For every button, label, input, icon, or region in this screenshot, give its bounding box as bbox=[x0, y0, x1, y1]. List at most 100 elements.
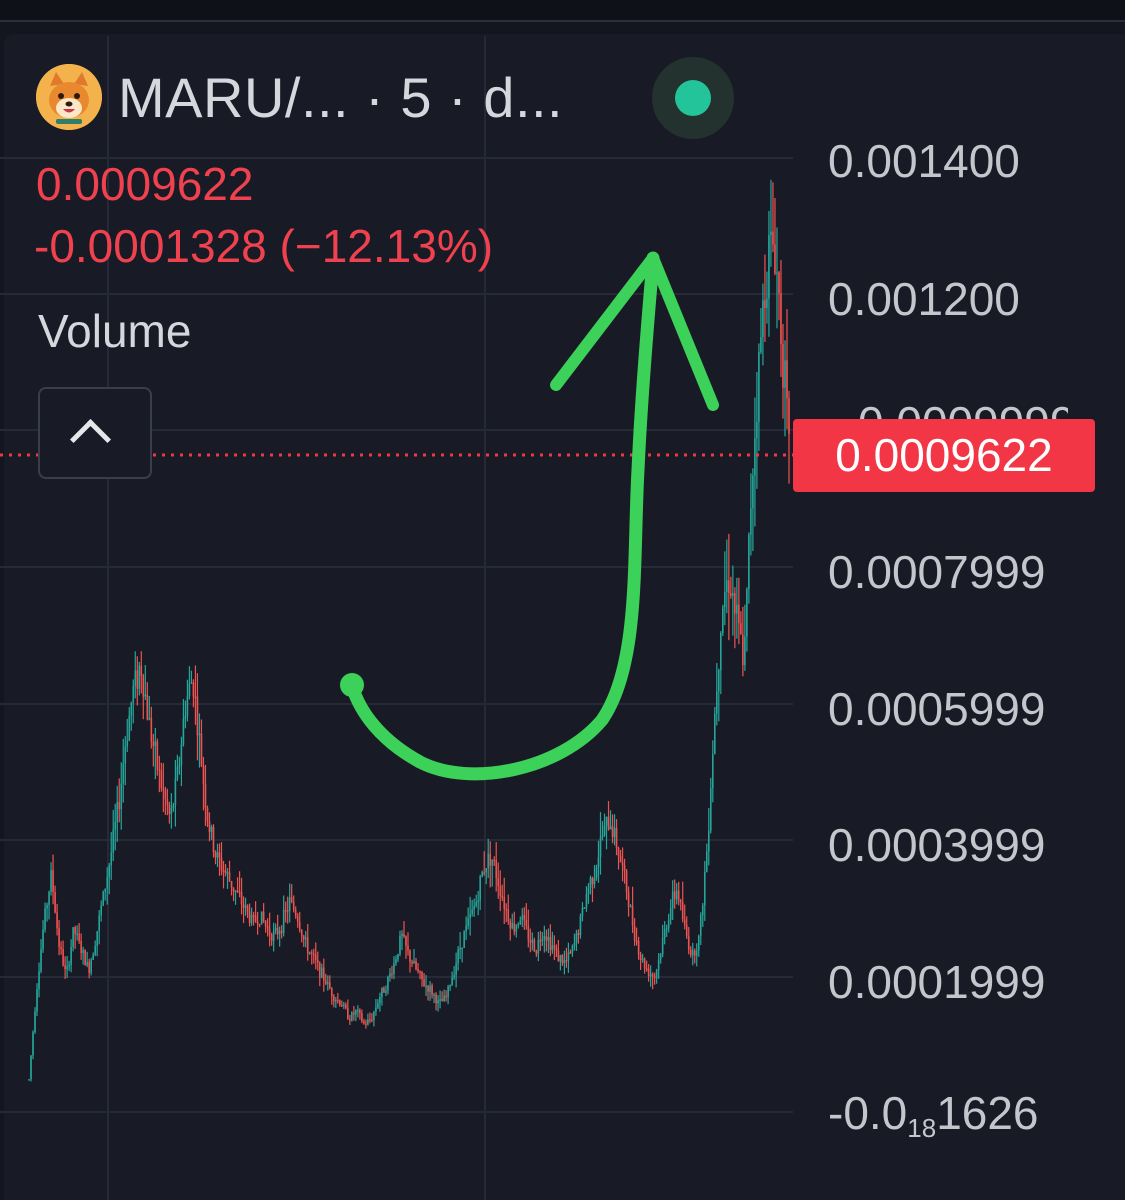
candle-body bbox=[391, 973, 393, 976]
candle-body bbox=[88, 962, 90, 973]
candle-body bbox=[324, 980, 327, 984]
candle-body bbox=[42, 929, 44, 950]
candle-body bbox=[738, 604, 740, 624]
candle-body bbox=[84, 950, 86, 966]
candle-body bbox=[170, 808, 173, 814]
candle-body bbox=[266, 926, 269, 929]
candle-body bbox=[429, 985, 431, 992]
candle-body bbox=[695, 950, 698, 956]
candle-body bbox=[766, 298, 768, 308]
candle-body bbox=[371, 1019, 373, 1022]
candle-body bbox=[591, 877, 594, 885]
candle-body bbox=[647, 968, 650, 977]
candle-body bbox=[557, 950, 560, 962]
candle-body bbox=[395, 959, 397, 964]
candle-body bbox=[154, 741, 157, 747]
symbol-title[interactable]: MARU/... · 5 · d... bbox=[118, 65, 564, 129]
candle-body bbox=[96, 931, 98, 947]
candle-body bbox=[583, 907, 586, 910]
candle-body bbox=[665, 928, 668, 930]
candle-body bbox=[34, 1011, 36, 1033]
candle-body bbox=[627, 892, 630, 907]
candle-body bbox=[772, 231, 774, 245]
candle-body bbox=[120, 783, 123, 810]
candle-body bbox=[760, 337, 762, 352]
candle-body bbox=[180, 744, 183, 765]
candle-body bbox=[495, 860, 498, 879]
candle-body bbox=[651, 974, 654, 977]
candle-body bbox=[140, 665, 143, 676]
candle-body bbox=[503, 897, 506, 909]
candle-body bbox=[595, 866, 598, 879]
candle-body bbox=[178, 764, 181, 767]
candle-body bbox=[256, 921, 259, 924]
candle-body bbox=[625, 871, 628, 893]
candle-body bbox=[493, 859, 496, 862]
candle-body bbox=[744, 636, 746, 666]
candle-body bbox=[379, 996, 381, 1004]
candle-body bbox=[250, 915, 253, 924]
candle-body bbox=[316, 960, 319, 963]
annotation-start-blob bbox=[340, 673, 364, 697]
candle-body bbox=[726, 580, 728, 593]
candle-body bbox=[533, 939, 536, 952]
candle-body bbox=[545, 936, 548, 941]
candle-body bbox=[683, 919, 686, 925]
candle-body bbox=[341, 1005, 343, 1007]
candle-body bbox=[431, 985, 433, 995]
candle-body bbox=[691, 950, 694, 956]
candle-body bbox=[48, 891, 50, 906]
candle-body bbox=[50, 870, 52, 892]
candle-body bbox=[345, 1004, 347, 1009]
candle-body bbox=[501, 896, 504, 898]
candle-body bbox=[46, 905, 48, 909]
candle-body bbox=[383, 987, 385, 993]
candle-body bbox=[449, 985, 451, 988]
candle-body bbox=[122, 763, 125, 784]
candle-body bbox=[302, 935, 305, 940]
candle-body bbox=[403, 934, 405, 937]
candle-body bbox=[531, 939, 534, 943]
candle-body bbox=[756, 421, 758, 439]
price-axis-bottom-label: -0.0181626 bbox=[828, 1087, 1039, 1143]
candle-body bbox=[441, 999, 443, 1002]
candle-body bbox=[671, 891, 674, 908]
candle-body bbox=[465, 925, 467, 932]
candle-body bbox=[363, 1021, 365, 1024]
candle-body bbox=[100, 905, 102, 916]
candle-body bbox=[292, 901, 295, 911]
candle-body bbox=[343, 1004, 345, 1007]
candle-body bbox=[337, 1000, 339, 1002]
volume-indicator-label[interactable]: Volume bbox=[38, 305, 192, 357]
candle-body bbox=[732, 593, 734, 596]
candle-body bbox=[40, 949, 42, 972]
candle-body bbox=[98, 915, 100, 932]
candle-body bbox=[543, 936, 546, 940]
candle-body bbox=[597, 856, 600, 867]
candle-body bbox=[754, 438, 756, 476]
candle-body bbox=[94, 946, 96, 955]
candle-body bbox=[38, 971, 40, 990]
candle-body bbox=[300, 930, 303, 936]
candle-body bbox=[776, 272, 778, 274]
candle-body bbox=[709, 788, 712, 831]
candle-body bbox=[132, 686, 135, 703]
candle-body bbox=[417, 968, 419, 972]
candle-body bbox=[359, 1009, 361, 1014]
chart-panel bbox=[4, 34, 1125, 1200]
candle-body bbox=[697, 935, 700, 951]
candle-body bbox=[116, 801, 119, 823]
candle-body bbox=[248, 911, 251, 924]
candle-body bbox=[481, 872, 483, 877]
candle-body bbox=[699, 915, 702, 936]
chart-header[interactable]: MARU/... · 5 · d... bbox=[36, 62, 563, 132]
candle-body bbox=[764, 300, 766, 308]
candle-body bbox=[489, 853, 492, 866]
candle-body bbox=[784, 360, 786, 388]
candle-body bbox=[724, 592, 726, 608]
candle-body bbox=[126, 740, 129, 747]
candle-body bbox=[312, 953, 315, 956]
candle-body bbox=[499, 886, 502, 897]
collapse-indicators-button[interactable] bbox=[38, 387, 152, 479]
